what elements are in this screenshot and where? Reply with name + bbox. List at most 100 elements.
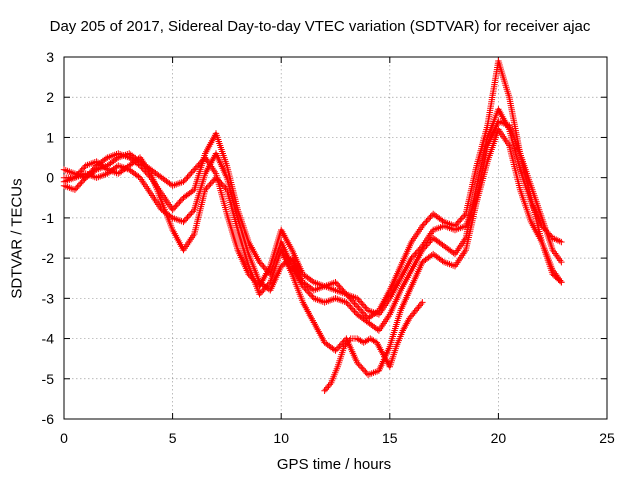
data-point-segment <box>386 288 403 318</box>
data-point-segment <box>341 337 353 350</box>
data-point-segment <box>288 271 306 304</box>
data-point-segment <box>191 172 208 213</box>
data-point-segment <box>343 291 360 309</box>
data-point-segment <box>451 248 468 270</box>
data-point-segment <box>430 210 446 224</box>
data-point-segment <box>375 313 392 334</box>
data-point-segment <box>158 206 175 220</box>
data-point-segment <box>408 244 425 262</box>
data-point-segment <box>288 246 306 276</box>
data-point-segment <box>549 271 564 285</box>
data-point-segment <box>169 196 186 213</box>
data-point-segment <box>310 283 326 294</box>
data-point-segment <box>451 212 468 230</box>
data-point-segment <box>373 339 386 357</box>
data-point-segment <box>495 126 512 147</box>
y-tick-label: -1 <box>42 210 55 226</box>
data-point-segment <box>364 308 381 322</box>
y-tick-label: -4 <box>42 331 55 347</box>
data-point <box>558 279 565 286</box>
y-tick-label: -5 <box>42 371 55 387</box>
data-point-segment <box>406 308 418 322</box>
data-point-segment <box>354 295 370 313</box>
data-point-segment <box>191 188 208 238</box>
data-point-segment <box>506 94 523 155</box>
data-point-segment <box>212 150 230 179</box>
data-point-segment <box>393 329 406 350</box>
data-point-segment <box>180 187 196 201</box>
data-point-segment <box>234 246 251 276</box>
series-track-3 <box>60 126 565 378</box>
data-point-segment <box>299 271 316 285</box>
data-point-segment <box>367 335 379 345</box>
series-track-5 <box>321 299 426 394</box>
data-point-segment <box>223 174 241 219</box>
data-point-segment <box>451 236 468 258</box>
data-point-segment <box>71 176 88 193</box>
data-point-segment <box>267 264 284 294</box>
data-point-segment <box>527 194 545 244</box>
data-point-segment <box>462 164 480 218</box>
data-point-segment <box>299 283 316 300</box>
data-point-segment <box>549 246 564 264</box>
data-point-segment <box>354 311 370 325</box>
data-point-segment <box>332 279 349 296</box>
data-point-segment <box>71 171 88 181</box>
data-point-segment <box>245 238 262 264</box>
data-point <box>558 238 565 246</box>
data-point-segment <box>180 232 197 254</box>
data-point-segment <box>527 182 545 220</box>
x-tick-label: 25 <box>599 430 615 446</box>
y-tick-label: -2 <box>42 250 55 266</box>
data-point-segment <box>202 132 219 157</box>
data-point-segment <box>473 160 491 205</box>
data-point-segment <box>115 162 131 173</box>
data-point-segment <box>169 226 186 252</box>
data-point-segment <box>234 214 252 256</box>
data-point-segment <box>364 368 381 378</box>
data-point-segment <box>397 284 414 314</box>
data-point-segment <box>256 279 272 293</box>
y-tick-label: 1 <box>46 129 54 145</box>
data-point-segment <box>82 159 98 169</box>
data-point-segment <box>347 335 359 342</box>
data-point-segment <box>440 258 457 269</box>
x-tick-label: 10 <box>273 430 289 446</box>
data-point-segment <box>60 166 77 177</box>
data-point-segment <box>386 309 404 350</box>
data-point-segment <box>223 210 241 252</box>
data-point-segment <box>169 214 185 225</box>
plot-frame <box>63 56 608 420</box>
y-axis: -6 -5 -4 -3 -2 -1 0 1 2 3 <box>42 49 607 427</box>
data-point-segment <box>419 228 436 250</box>
data-point-segment <box>223 186 241 231</box>
data-point <box>558 258 565 266</box>
data-point-segment <box>212 130 230 167</box>
data-point-segment <box>484 128 501 165</box>
x-tick-label: 5 <box>169 430 177 446</box>
x-tick-label: 0 <box>60 430 68 446</box>
data-point-segment <box>158 174 175 188</box>
data-point-segment <box>104 151 120 161</box>
data-point-segment <box>82 170 98 181</box>
data-point-segment <box>321 279 337 290</box>
data-point-segment <box>386 345 399 370</box>
data-point-segment <box>549 234 563 245</box>
data-point-segment <box>506 126 523 171</box>
data-point-segment <box>408 248 425 274</box>
x-tick-label: 15 <box>382 430 398 446</box>
data-point-segment <box>354 359 370 377</box>
data-point-segment <box>408 224 425 246</box>
data-point-segment <box>136 154 153 176</box>
data-point-segment <box>147 170 165 203</box>
data-point-segment <box>310 319 327 344</box>
data-point-segment <box>191 152 208 193</box>
data-point-segment <box>212 174 229 192</box>
data-point-segment <box>484 60 502 129</box>
data-point-segment <box>399 317 412 334</box>
data-point-segment <box>364 319 381 333</box>
data-point-segment <box>397 240 414 270</box>
data-point-segment <box>288 254 306 284</box>
data-point-segment <box>495 57 512 99</box>
